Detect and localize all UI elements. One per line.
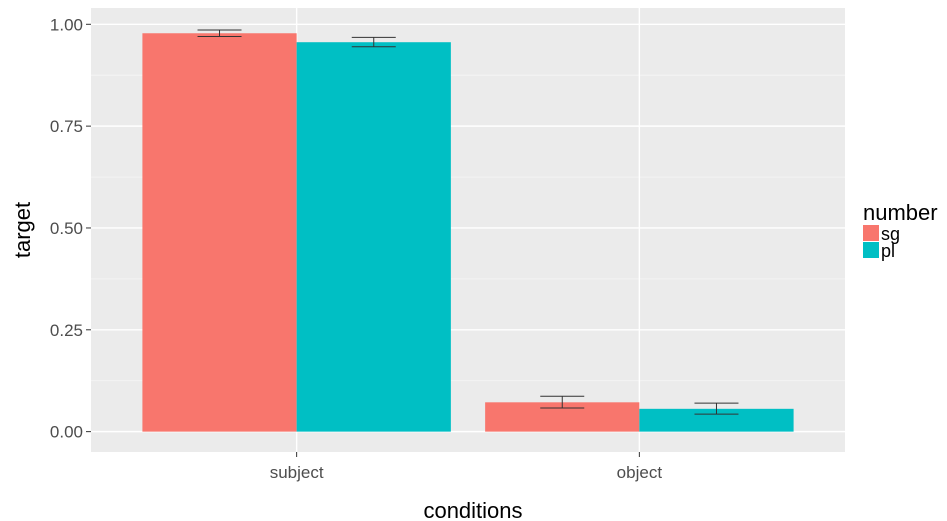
y-tick-label: 0.00 <box>50 423 83 442</box>
x-tick-label: subject <box>270 463 324 482</box>
x-axis: subject object <box>270 452 663 482</box>
legend-key-pl <box>863 242 879 258</box>
x-axis-title: conditions <box>423 498 522 521</box>
y-tick-label: 0.50 <box>50 219 83 238</box>
y-tick-label: 1.00 <box>50 15 83 34</box>
legend-label-pl: pl <box>881 241 895 261</box>
bars <box>142 33 794 432</box>
x-tick-label: object <box>617 463 663 482</box>
legend: number sg pl <box>863 200 938 261</box>
bar-pl-object <box>639 408 794 432</box>
legend-key-sg <box>863 225 879 241</box>
y-axis-title: target <box>10 202 35 258</box>
legend-title: number <box>863 200 938 225</box>
bar-pl-subject <box>296 42 451 432</box>
y-tick-label: 0.75 <box>50 117 83 136</box>
legend-label-sg: sg <box>881 224 900 244</box>
y-tick-label: 0.25 <box>50 321 83 340</box>
y-axis: 0.00 0.25 0.50 0.75 1.00 <box>50 15 91 442</box>
bar-sg-subject <box>142 33 297 432</box>
error-bars <box>197 29 739 415</box>
